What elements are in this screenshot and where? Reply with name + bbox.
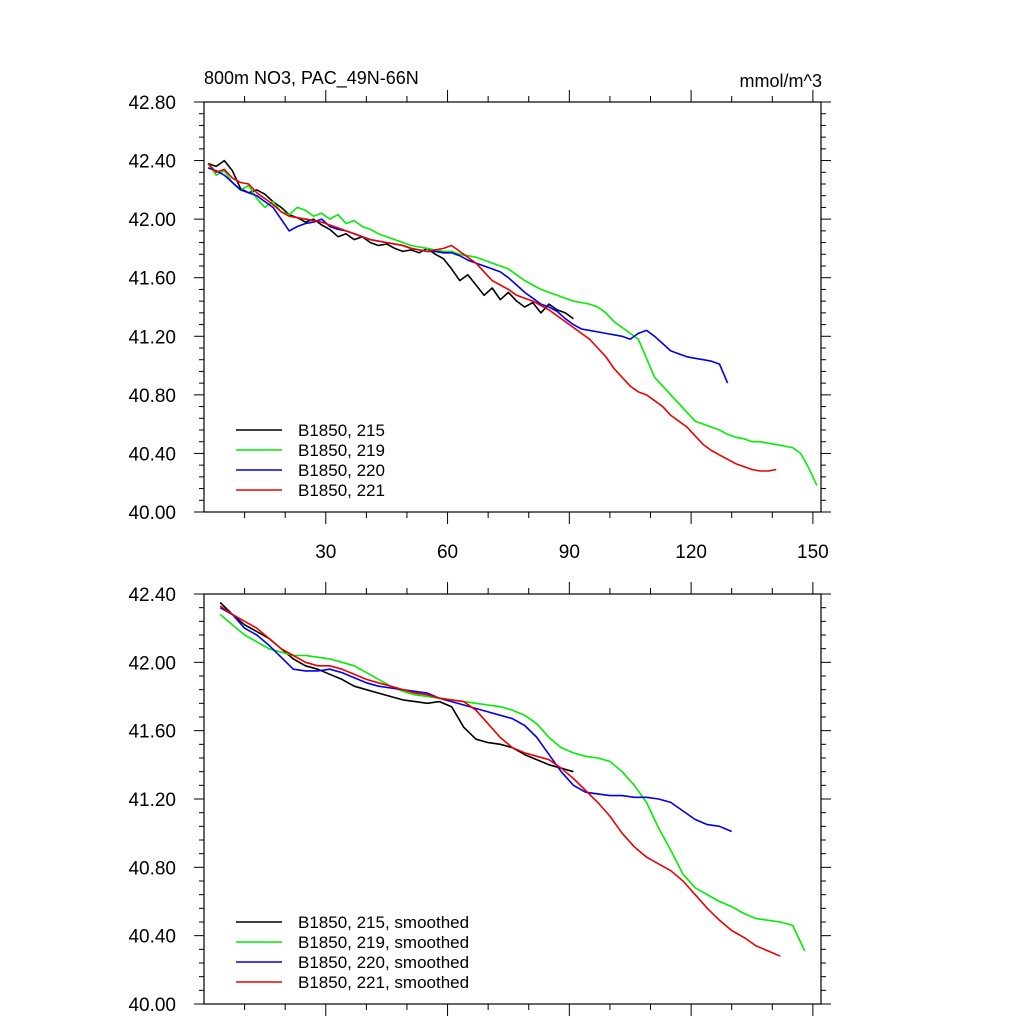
series-line-3 [219, 605, 781, 957]
legend-label-3: B1850, 221 [298, 481, 385, 500]
y-tick-label: 42.40 [128, 585, 176, 606]
y-tick-label: 40.40 [128, 444, 176, 465]
x-tick-label: 90 [559, 542, 580, 563]
legend-label-2: B1850, 220 [298, 461, 385, 480]
x-tick-label: 60 [437, 542, 458, 563]
legend-label-2: B1850, 220, smoothed [298, 953, 469, 972]
series-line-2 [207, 167, 729, 384]
legend-label-1: B1850, 219, smoothed [298, 933, 469, 952]
series-line-2 [219, 607, 733, 833]
series-line-0 [219, 601, 574, 773]
bottom-plot-frame [203, 593, 822, 1005]
y-tick-label: 42.40 [128, 152, 176, 173]
series-line-0 [207, 159, 574, 320]
y-tick-label: 40.80 [128, 386, 176, 407]
top-plot-frame [203, 101, 822, 513]
series-line-1 [219, 613, 806, 952]
y-tick-label: 42.00 [128, 210, 176, 231]
legend-label-0: B1850, 215, smoothed [298, 913, 469, 932]
y-tick-label: 40.00 [128, 503, 176, 524]
y-tick-label: 41.60 [128, 269, 176, 290]
series-line-1 [207, 163, 818, 486]
x-tick-label: 120 [675, 542, 707, 563]
y-tick-label: 41.20 [128, 327, 176, 348]
y-tick-label: 40.00 [128, 995, 176, 1016]
units-label: mmol/m^3 [740, 71, 822, 91]
bottom-panel: 40.00 40.40 40.80 41.20 41.60 42.00 42.40 B185… [128, 582, 831, 1016]
y-tick-label: 40.80 [128, 858, 176, 879]
legend-label-3: B1850, 221, smoothed [298, 973, 469, 992]
legend-label-0: B1850, 215 [298, 421, 385, 440]
legend-label-1: B1850, 219 [298, 441, 385, 460]
x-tick-label: 150 [797, 542, 829, 563]
chart-title: 800m NO3, PAC_49N-66N [204, 68, 419, 89]
y-tick-label: 42.80 [128, 93, 176, 114]
y-tick-label: 41.20 [128, 790, 176, 811]
x-tick-label: 30 [315, 542, 336, 563]
y-tick-label: 41.60 [128, 722, 176, 743]
y-tick-label: 42.00 [128, 653, 176, 674]
series-line-3 [207, 162, 777, 472]
y-tick-label: 40.40 [128, 927, 176, 948]
top-panel: 800m NO3, PAC_49N-66N mmol/m^3 40.00 40.4… [128, 68, 831, 563]
